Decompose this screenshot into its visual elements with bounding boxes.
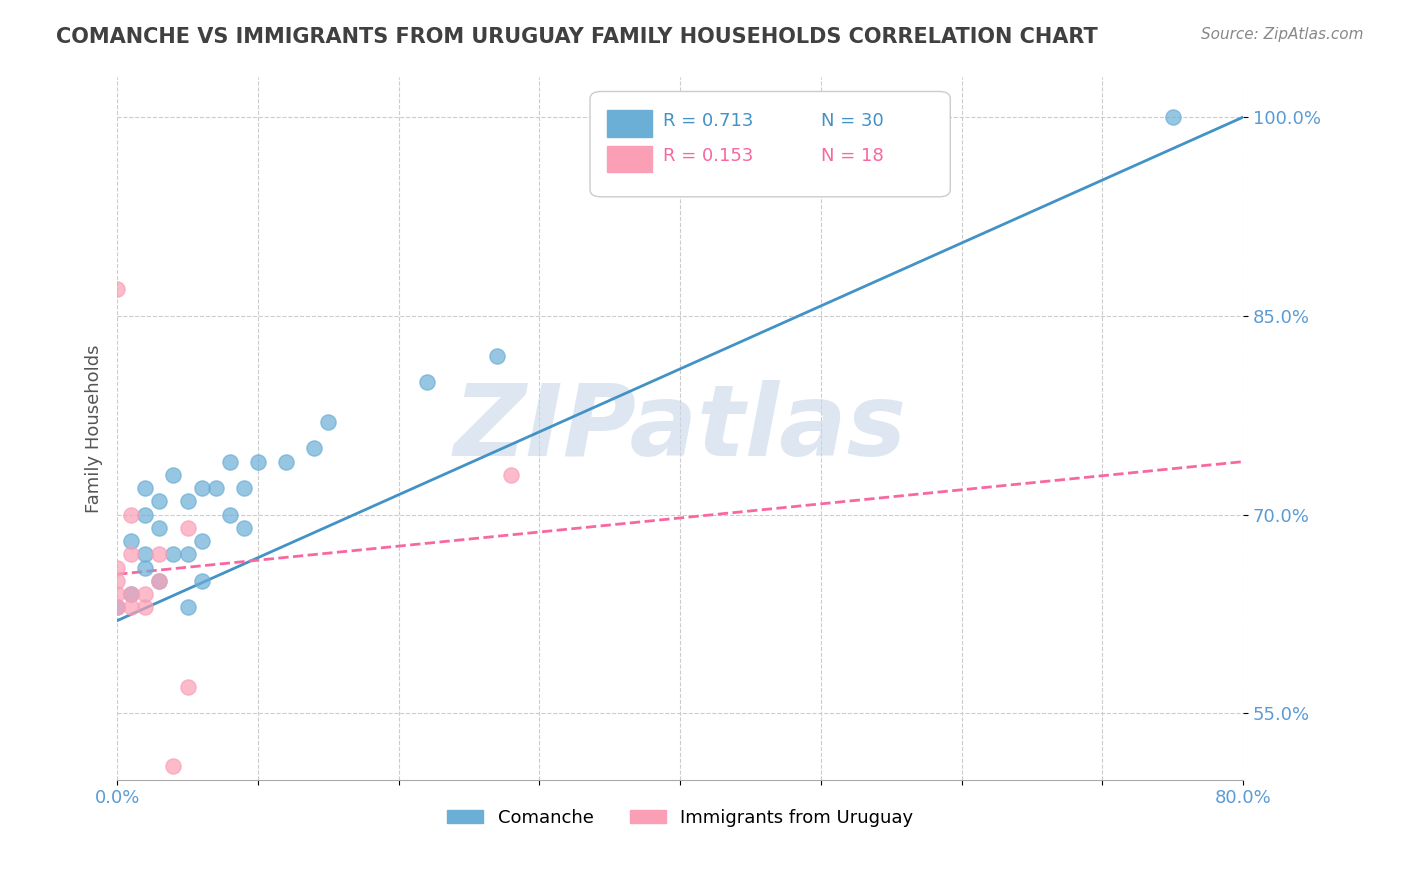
Point <box>105 560 128 574</box>
Point <box>105 587 128 601</box>
Text: N = 30: N = 30 <box>821 112 883 130</box>
Text: ZIPatlas: ZIPatlas <box>454 380 907 477</box>
Point <box>134 481 156 495</box>
Point <box>134 587 156 601</box>
Point <box>105 282 128 296</box>
FancyBboxPatch shape <box>607 111 652 137</box>
Point <box>190 574 212 588</box>
Point <box>190 534 212 549</box>
Point <box>148 574 170 588</box>
Point <box>120 508 142 522</box>
Point <box>148 548 170 562</box>
Point <box>218 508 240 522</box>
Text: N = 18: N = 18 <box>821 147 883 165</box>
Point <box>486 786 509 800</box>
Point <box>190 481 212 495</box>
Point <box>176 494 198 508</box>
Point <box>176 548 198 562</box>
Point <box>246 455 269 469</box>
Text: R = 0.713: R = 0.713 <box>664 112 754 130</box>
Point <box>204 481 226 495</box>
Point <box>120 548 142 562</box>
FancyBboxPatch shape <box>607 145 652 172</box>
Point <box>134 560 156 574</box>
Y-axis label: Family Households: Family Households <box>86 344 103 513</box>
Point <box>148 494 170 508</box>
Point <box>218 455 240 469</box>
Text: Source: ZipAtlas.com: Source: ZipAtlas.com <box>1201 27 1364 42</box>
Point <box>416 375 439 389</box>
Point <box>105 600 128 615</box>
Text: R = 0.153: R = 0.153 <box>664 147 754 165</box>
Point <box>176 600 198 615</box>
Point <box>105 600 128 615</box>
Point <box>120 587 142 601</box>
Point <box>501 467 523 482</box>
Point <box>176 680 198 694</box>
Point <box>1161 110 1184 124</box>
Point <box>120 600 142 615</box>
Point <box>120 534 142 549</box>
Point <box>105 574 128 588</box>
Point <box>274 455 297 469</box>
Point <box>302 442 325 456</box>
Point <box>316 415 339 429</box>
Point <box>486 349 509 363</box>
Point <box>162 548 184 562</box>
Point <box>120 587 142 601</box>
Point <box>176 521 198 535</box>
Point <box>148 521 170 535</box>
Point <box>134 548 156 562</box>
FancyBboxPatch shape <box>591 92 950 197</box>
Point <box>148 574 170 588</box>
Point <box>232 521 254 535</box>
Point <box>162 467 184 482</box>
Legend: Comanche, Immigrants from Uruguay: Comanche, Immigrants from Uruguay <box>440 801 921 834</box>
Point <box>134 600 156 615</box>
Point <box>162 759 184 773</box>
Text: COMANCHE VS IMMIGRANTS FROM URUGUAY FAMILY HOUSEHOLDS CORRELATION CHART: COMANCHE VS IMMIGRANTS FROM URUGUAY FAMI… <box>56 27 1098 46</box>
Point <box>232 481 254 495</box>
Point <box>134 508 156 522</box>
